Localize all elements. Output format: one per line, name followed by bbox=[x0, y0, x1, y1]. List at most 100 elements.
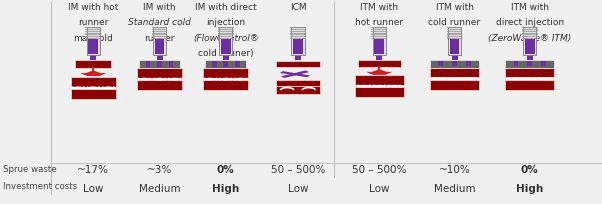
Text: runner: runner bbox=[144, 34, 175, 43]
Text: cold runner): cold runner) bbox=[198, 49, 253, 58]
Bar bbox=[218, 27, 234, 28]
Bar bbox=[447, 36, 462, 37]
Bar bbox=[376, 55, 382, 60]
Bar bbox=[447, 33, 462, 34]
Bar bbox=[152, 31, 167, 32]
Bar bbox=[139, 60, 180, 68]
Polygon shape bbox=[80, 70, 107, 76]
Bar bbox=[371, 33, 387, 34]
Bar bbox=[146, 61, 150, 67]
Text: Low: Low bbox=[369, 184, 389, 194]
Bar bbox=[371, 36, 387, 37]
Text: ITM with: ITM with bbox=[435, 3, 474, 12]
Bar bbox=[87, 27, 100, 55]
Bar bbox=[522, 27, 538, 28]
Bar bbox=[219, 27, 232, 55]
Bar bbox=[276, 80, 320, 86]
Bar bbox=[522, 33, 538, 34]
Bar bbox=[153, 27, 166, 55]
Bar bbox=[466, 61, 471, 67]
Bar bbox=[203, 68, 249, 78]
Bar bbox=[522, 38, 538, 39]
Text: IM with direct: IM with direct bbox=[195, 3, 256, 12]
Bar bbox=[505, 60, 554, 68]
Bar bbox=[276, 61, 320, 67]
Bar bbox=[85, 31, 101, 32]
Bar bbox=[205, 60, 246, 68]
Bar bbox=[291, 27, 305, 55]
Text: ~17%: ~17% bbox=[78, 165, 109, 175]
Bar bbox=[137, 68, 182, 78]
Text: ICM: ICM bbox=[290, 3, 306, 12]
Bar bbox=[523, 27, 536, 55]
Bar bbox=[355, 88, 404, 97]
Text: Sprue waste: Sprue waste bbox=[3, 165, 57, 174]
Text: hot runner: hot runner bbox=[355, 18, 403, 27]
Text: ~3%: ~3% bbox=[147, 165, 172, 175]
Bar bbox=[155, 39, 164, 54]
Bar bbox=[438, 61, 443, 67]
Bar bbox=[373, 27, 386, 55]
Bar bbox=[85, 27, 101, 28]
Bar bbox=[447, 31, 462, 32]
Polygon shape bbox=[281, 70, 309, 78]
Polygon shape bbox=[280, 71, 310, 77]
Text: Investment costs: Investment costs bbox=[3, 182, 77, 191]
Bar bbox=[447, 27, 462, 28]
Text: 0%: 0% bbox=[521, 165, 539, 175]
Bar bbox=[505, 80, 554, 90]
Bar bbox=[371, 31, 387, 32]
Bar bbox=[290, 29, 306, 30]
Text: runner: runner bbox=[78, 18, 108, 27]
Bar bbox=[71, 89, 116, 99]
Text: injection: injection bbox=[206, 18, 245, 27]
Polygon shape bbox=[366, 69, 393, 75]
Text: (FlowControl®: (FlowControl® bbox=[193, 34, 259, 43]
Bar bbox=[355, 75, 404, 85]
Bar bbox=[290, 36, 306, 37]
Bar bbox=[203, 80, 249, 90]
Bar bbox=[523, 27, 536, 55]
Text: 50 – 500%: 50 – 500% bbox=[352, 165, 406, 175]
Bar bbox=[525, 39, 535, 54]
Bar bbox=[452, 61, 457, 67]
Bar bbox=[371, 38, 387, 39]
Text: ITM with: ITM with bbox=[510, 3, 549, 12]
Bar bbox=[290, 38, 306, 39]
Bar bbox=[358, 60, 401, 67]
Bar bbox=[452, 55, 458, 60]
Bar bbox=[276, 86, 320, 94]
Bar bbox=[221, 39, 231, 54]
Text: (ZeroWaste® ITM): (ZeroWaste® ITM) bbox=[488, 34, 571, 43]
Bar bbox=[90, 55, 96, 60]
Text: 0%: 0% bbox=[217, 165, 235, 175]
Bar bbox=[169, 61, 173, 67]
Text: Medium: Medium bbox=[138, 184, 181, 194]
Bar bbox=[152, 27, 167, 28]
Bar bbox=[85, 36, 101, 37]
Bar bbox=[373, 27, 386, 55]
Text: direct injection: direct injection bbox=[495, 18, 564, 27]
Bar bbox=[522, 31, 538, 32]
Bar bbox=[218, 36, 234, 37]
Bar bbox=[75, 60, 111, 68]
Bar bbox=[374, 39, 384, 54]
Bar bbox=[447, 29, 462, 30]
Bar bbox=[450, 39, 459, 54]
Bar bbox=[291, 27, 305, 55]
Bar bbox=[218, 38, 234, 39]
Text: manifold: manifold bbox=[73, 34, 113, 43]
Bar bbox=[152, 38, 167, 39]
Text: Medium: Medium bbox=[433, 184, 476, 194]
Text: IM with: IM with bbox=[143, 3, 176, 12]
Text: ITM with: ITM with bbox=[360, 3, 399, 12]
Bar bbox=[153, 27, 166, 55]
Text: Low: Low bbox=[83, 184, 104, 194]
Bar bbox=[527, 61, 532, 67]
Bar bbox=[152, 33, 167, 34]
Bar bbox=[430, 60, 479, 68]
Bar bbox=[87, 27, 100, 55]
Bar bbox=[85, 33, 101, 34]
Bar bbox=[514, 61, 518, 67]
Bar bbox=[157, 61, 162, 67]
